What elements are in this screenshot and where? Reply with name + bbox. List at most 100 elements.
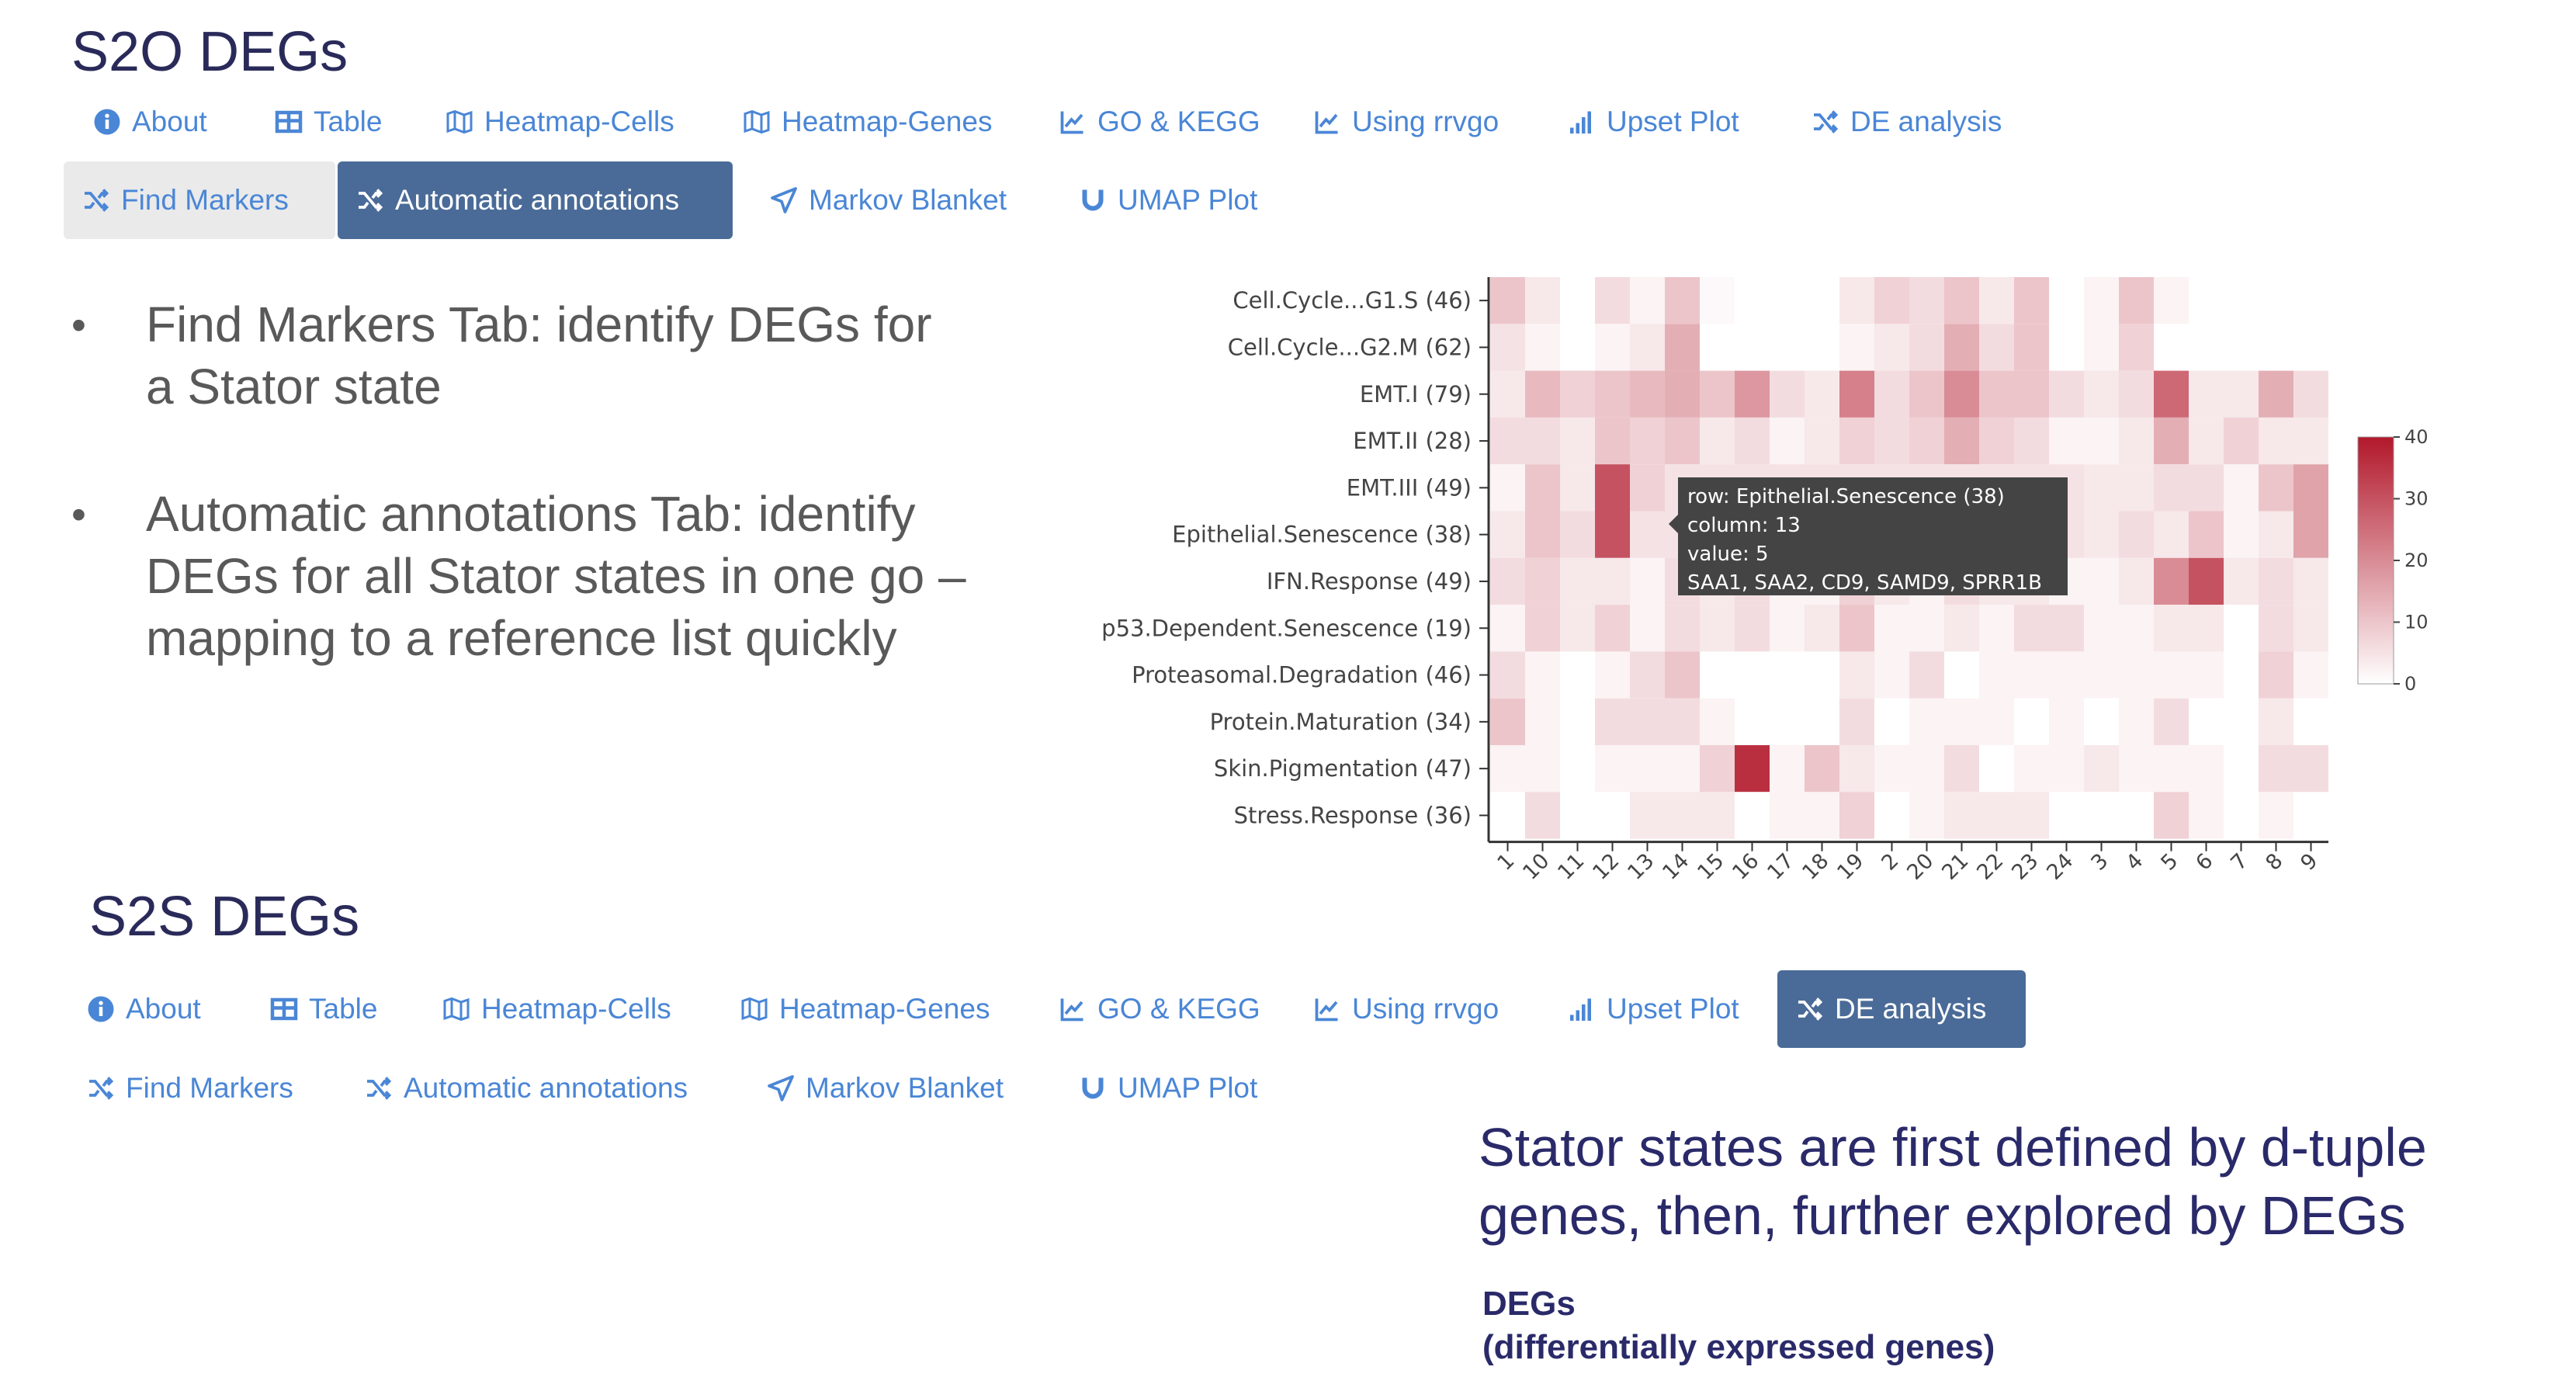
heatmap-cell[interactable] bbox=[1874, 698, 1909, 745]
s2s-tab-find-markers[interactable]: Find Markers bbox=[68, 1049, 312, 1127]
heatmap-cell[interactable] bbox=[1700, 277, 1735, 324]
heatmap-cell[interactable] bbox=[1525, 324, 1560, 371]
heatmap-cell[interactable] bbox=[1770, 605, 1805, 652]
heatmap-cell[interactable] bbox=[2014, 417, 2049, 465]
heatmap-cell[interactable] bbox=[1490, 745, 1525, 793]
s2o-tab-de-analysis[interactable]: DE analysis bbox=[1793, 83, 2020, 161]
heatmap-cell[interactable] bbox=[1874, 605, 1909, 652]
s2s-tab-de-analysis[interactable]: DE analysis bbox=[1777, 970, 2026, 1048]
heatmap-cell[interactable] bbox=[2049, 324, 2084, 371]
heatmap-cell[interactable] bbox=[2154, 557, 2189, 605]
heatmap-cell[interactable] bbox=[2293, 417, 2328, 465]
heatmap-cell[interactable] bbox=[1490, 370, 1525, 418]
heatmap-cell[interactable] bbox=[1944, 792, 1979, 839]
heatmap-cell[interactable] bbox=[1665, 651, 1700, 699]
heatmap-cell[interactable] bbox=[2014, 745, 2049, 793]
heatmap-cell[interactable] bbox=[2259, 277, 2293, 324]
heatmap-cell[interactable] bbox=[2049, 651, 2084, 699]
heatmap-cell[interactable] bbox=[2189, 277, 2224, 324]
heatmap-cell[interactable] bbox=[2014, 698, 2049, 745]
heatmap-cell[interactable] bbox=[1944, 605, 1979, 652]
heatmap-cell[interactable] bbox=[1979, 417, 2014, 465]
heatmap-cell[interactable] bbox=[2119, 511, 2154, 558]
heatmap-cell[interactable] bbox=[1595, 511, 1630, 558]
heatmap-cell[interactable] bbox=[1979, 277, 2014, 324]
heatmap-cell[interactable] bbox=[1490, 557, 1525, 605]
heatmap-cell[interactable] bbox=[2014, 605, 2049, 652]
heatmap-cell[interactable] bbox=[2154, 277, 2189, 324]
heatmap-cell[interactable] bbox=[2084, 511, 2119, 558]
heatmap-cell[interactable] bbox=[1560, 745, 1595, 793]
heatmap-cell[interactable] bbox=[1874, 792, 1909, 839]
s2s-tab-table[interactable]: Table bbox=[251, 970, 396, 1048]
heatmap-cell[interactable] bbox=[2119, 557, 2154, 605]
heatmap-cell[interactable] bbox=[1805, 370, 1839, 418]
heatmap-cell[interactable] bbox=[2084, 277, 2119, 324]
heatmap-cell[interactable] bbox=[1735, 277, 1770, 324]
heatmap-cell[interactable] bbox=[2154, 370, 2189, 418]
heatmap-cell[interactable] bbox=[2119, 698, 2154, 745]
heatmap-cell[interactable] bbox=[1490, 277, 1525, 324]
heatmap-cell[interactable] bbox=[1595, 324, 1630, 371]
heatmap-cell[interactable] bbox=[1630, 417, 1665, 465]
heatmap-cell[interactable] bbox=[2259, 324, 2293, 371]
heatmap-cell[interactable] bbox=[1770, 324, 1805, 371]
heatmap-cell[interactable] bbox=[1839, 698, 1874, 745]
heatmap-cell[interactable] bbox=[2259, 792, 2293, 839]
heatmap-cell[interactable] bbox=[2224, 417, 2259, 465]
heatmap-cell[interactable] bbox=[1770, 277, 1805, 324]
s2o-tab-umap-plot[interactable]: UMAP Plot bbox=[1060, 161, 1276, 239]
heatmap-cell[interactable] bbox=[2084, 651, 2119, 699]
heatmap-cell[interactable] bbox=[1665, 277, 1700, 324]
heatmap-cell[interactable] bbox=[1490, 792, 1525, 839]
heatmap-cell[interactable] bbox=[1979, 792, 2014, 839]
heatmap-cell[interactable] bbox=[1595, 277, 1630, 324]
heatmap-cell[interactable] bbox=[1944, 417, 1979, 465]
s2o-tab-markov-blanket[interactable]: Markov Blanket bbox=[751, 161, 1025, 239]
heatmap-cell[interactable] bbox=[1595, 792, 1630, 839]
heatmap-cell[interactable] bbox=[1839, 605, 1874, 652]
heatmap-cell[interactable] bbox=[1874, 277, 1909, 324]
heatmap-cell[interactable] bbox=[2189, 417, 2224, 465]
heatmap-cell[interactable] bbox=[2293, 651, 2328, 699]
heatmap-cell[interactable] bbox=[1630, 792, 1665, 839]
heatmap-cell[interactable] bbox=[2189, 698, 2224, 745]
heatmap-cell[interactable] bbox=[1665, 605, 1700, 652]
heatmap-cell[interactable] bbox=[2224, 277, 2259, 324]
heatmap-cell[interactable] bbox=[2293, 277, 2328, 324]
heatmap-cell[interactable] bbox=[1630, 511, 1665, 558]
heatmap-cell[interactable] bbox=[1979, 324, 2014, 371]
heatmap-cell[interactable] bbox=[1525, 745, 1560, 793]
heatmap-cell[interactable] bbox=[1909, 417, 1944, 465]
heatmap-cell[interactable] bbox=[1630, 277, 1665, 324]
heatmap-cell[interactable] bbox=[1874, 324, 1909, 371]
heatmap-cell[interactable] bbox=[1665, 745, 1700, 793]
heatmap-cell[interactable] bbox=[1595, 605, 1630, 652]
heatmap-cell[interactable] bbox=[1595, 464, 1630, 512]
heatmap-cell[interactable] bbox=[1525, 511, 1560, 558]
heatmap-cell[interactable] bbox=[1525, 417, 1560, 465]
heatmap-cell[interactable] bbox=[1490, 324, 1525, 371]
heatmap-cell[interactable] bbox=[1490, 511, 1525, 558]
s2o-tab-find-markers[interactable]: Find Markers bbox=[64, 161, 335, 239]
heatmap-cell[interactable] bbox=[1700, 324, 1735, 371]
heatmap-cell[interactable] bbox=[2154, 605, 2189, 652]
heatmap-cell[interactable] bbox=[2014, 277, 2049, 324]
heatmap-cell[interactable] bbox=[1805, 277, 1839, 324]
heatmap-cell[interactable] bbox=[1525, 698, 1560, 745]
heatmap-cell[interactable] bbox=[2154, 745, 2189, 793]
heatmap-cell[interactable] bbox=[2119, 370, 2154, 418]
heatmap-cell[interactable] bbox=[1525, 557, 1560, 605]
heatmap-cell[interactable] bbox=[2189, 792, 2224, 839]
heatmap-cell[interactable] bbox=[1805, 324, 1839, 371]
heatmap-cell[interactable] bbox=[1874, 745, 1909, 793]
s2s-tab-markov-blanket[interactable]: Markov Blanket bbox=[748, 1049, 1022, 1127]
s2o-tab-go-kegg[interactable]: GO & KEGG bbox=[1040, 83, 1279, 161]
heatmap-cell[interactable] bbox=[1525, 464, 1560, 512]
heatmap-cell[interactable] bbox=[1944, 651, 1979, 699]
heatmap-cell[interactable] bbox=[2189, 745, 2224, 793]
heatmap-cell[interactable] bbox=[1595, 557, 1630, 605]
heatmap-cell[interactable] bbox=[1630, 605, 1665, 652]
heatmap-cell[interactable] bbox=[1909, 698, 1944, 745]
heatmap-cell[interactable] bbox=[2154, 698, 2189, 745]
